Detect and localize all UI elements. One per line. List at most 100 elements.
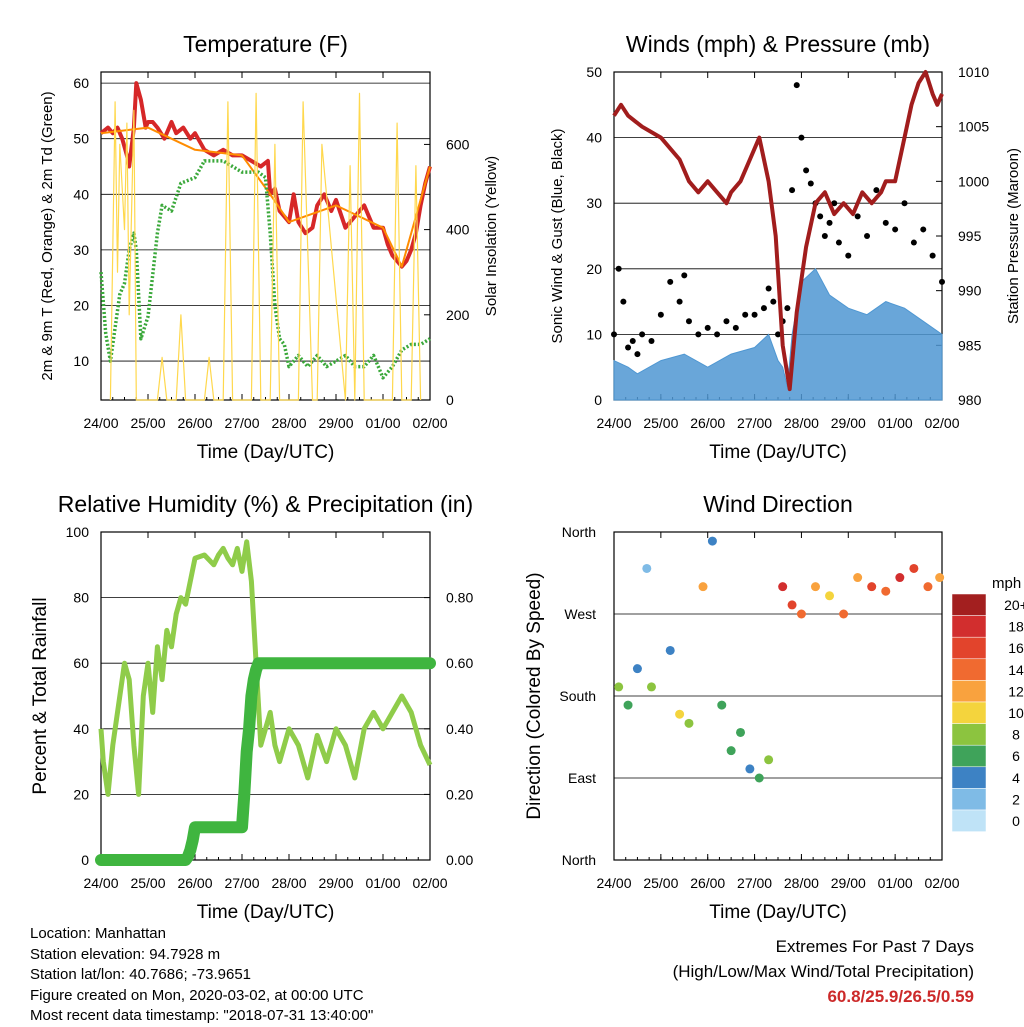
colorbar-segment-9 (951, 788, 987, 811)
y2-tick-label-1-3: 995 (958, 228, 982, 244)
gust-point-8 (657, 311, 664, 318)
y-tick-label-0-4: 50 (73, 131, 89, 147)
direction-point-28 (935, 573, 945, 583)
series-line-0-0 (99, 81, 432, 269)
x-tick-label-2-4: 28/00 (271, 875, 306, 891)
x-tick-label-1-5: 29/00 (831, 415, 866, 431)
x-tick-label-3-5: 29/00 (831, 875, 866, 891)
y2-tick-label-2-3: 0.60 (446, 655, 473, 671)
chart-title-3: Wind Direction (703, 491, 853, 517)
colorbar-segment-6 (951, 723, 987, 746)
x-tick-label-0-1: 25/00 (130, 415, 165, 431)
x-tick-label-2-5: 29/00 (318, 875, 353, 891)
direction-point-17 (787, 600, 797, 610)
gust-point-46 (929, 252, 936, 259)
colorbar-title: mph (992, 575, 1021, 592)
gust-point-39 (864, 233, 871, 239)
direction-point-12 (736, 727, 746, 737)
colorbar-label-10: 0 (1012, 813, 1020, 829)
gust-point-13 (695, 331, 702, 338)
gust-point-7 (648, 337, 655, 344)
x-tick-label-1-2: 26/00 (690, 415, 725, 431)
x-tick-label-1-1: 25/00 (643, 415, 678, 431)
colorbar-segment-2 (951, 636, 987, 660)
x-axis-label-0: Time (Day/UTC) (197, 442, 335, 463)
y-tick-label-3-2: South (559, 688, 596, 704)
gust-point-43 (901, 200, 908, 207)
colorbar-label-2: 16 (1008, 640, 1024, 656)
x-tick-label-2-2: 26/00 (177, 875, 212, 891)
y2-tick-label-2-1: 0.20 (446, 786, 473, 802)
direction-point-2 (632, 664, 642, 674)
y-tick-label-3-1: East (568, 770, 596, 786)
y-tick-label-3-0: North (562, 852, 596, 868)
gust-point-47 (939, 278, 945, 285)
y2-axis-label-1: Station Pressure (Maroon) (1005, 148, 1022, 324)
y-tick-label-1-0: 0 (594, 392, 602, 408)
gust-point-36 (835, 239, 842, 246)
x-tick-label-3-1: 25/00 (643, 875, 678, 891)
direction-point-21 (839, 609, 849, 619)
direction-point-1 (623, 700, 633, 710)
x-tick-label-1-4: 28/00 (784, 415, 819, 431)
gust-point-15 (714, 331, 721, 338)
y2-axis-label-0: Solar Insolation (Yellow) (483, 156, 500, 316)
direction-point-14 (754, 773, 764, 783)
gust-point-21 (765, 285, 772, 292)
x-tick-label-1-3: 27/00 (737, 415, 772, 431)
gust-point-35 (831, 200, 838, 207)
y2-tick-label-1-5: 1005 (958, 119, 989, 135)
gust-point-38 (854, 213, 861, 220)
direction-point-18 (796, 609, 806, 619)
figure-created: Figure created on Mon, 2020-03-02, at 00… (30, 986, 364, 1004)
y2-tick-label-2-4: 0.80 (446, 590, 473, 606)
direction-point-0 (614, 682, 624, 692)
direction-point-16 (778, 582, 788, 592)
y-tick-label-2-1: 20 (73, 786, 89, 802)
colorbar-segment-1 (951, 615, 987, 638)
y-tick-label-2-2: 40 (73, 721, 89, 737)
x-tick-label-2-7: 02/00 (412, 875, 447, 891)
series-line-0-1 (100, 126, 431, 268)
y-tick-label-1-5: 50 (586, 64, 602, 80)
gust-point-18 (742, 311, 749, 318)
gust-point-12 (685, 318, 692, 325)
gust-point-25 (784, 305, 791, 312)
x-tick-label-0-2: 26/00 (177, 415, 212, 431)
direction-point-20 (825, 591, 835, 601)
station-location: Location: Manhattan (30, 925, 166, 942)
gust-point-11 (681, 272, 688, 279)
direction-point-27 (923, 582, 933, 592)
y-tick-label-2-4: 80 (73, 590, 89, 606)
direction-point-23 (867, 582, 877, 592)
direction-point-6 (675, 709, 685, 719)
gust-point-10 (676, 298, 683, 305)
gust-point-6 (639, 331, 646, 338)
station-latlon: Station lat/lon: 40.7686; -73.9651 (30, 966, 252, 983)
direction-point-26 (909, 563, 919, 573)
gust-point-27 (793, 82, 800, 89)
y2-tick-label-1-0: 980 (958, 392, 982, 408)
direction-point-11 (726, 746, 736, 756)
x-tick-label-0-5: 29/00 (318, 415, 353, 431)
gust-point-1 (615, 265, 622, 272)
extremes-subheading: (High/Low/Max Wind/Total Precipitation) (672, 962, 974, 981)
direction-point-15 (764, 755, 774, 765)
y2-tick-label-2-2: 0.40 (446, 721, 473, 737)
gust-point-34 (826, 219, 833, 226)
colorbar-label-9: 2 (1012, 791, 1020, 807)
direction-point-13 (745, 764, 755, 774)
x-tick-label-3-2: 26/00 (690, 875, 725, 891)
x-tick-label-1-6: 01/00 (878, 415, 913, 431)
x-tick-label-0-4: 28/00 (271, 415, 306, 431)
extremes-box: Extremes For Past 7 Days (High/Low/Max W… (673, 934, 974, 1009)
gust-point-26 (789, 187, 796, 194)
y-tick-label-3-4: North (562, 524, 596, 540)
x-tick-label-1-7: 02/00 (924, 415, 959, 431)
colorbar-label-5: 10 (1008, 705, 1024, 721)
direction-point-19 (810, 582, 820, 592)
gust-point-23 (775, 331, 781, 338)
direction-point-25 (895, 573, 905, 583)
y-tick-label-1-3: 30 (586, 195, 602, 211)
